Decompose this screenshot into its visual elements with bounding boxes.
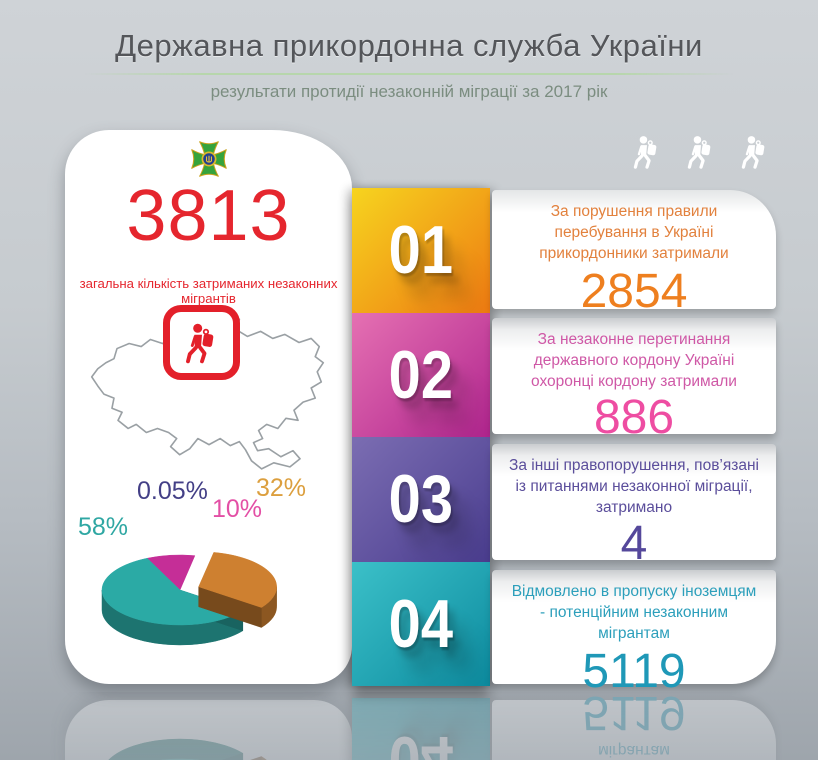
pie-label-58: 58% [78, 513, 129, 541]
migrant-icon [179, 320, 225, 366]
migrant-icon [682, 128, 720, 176]
strip-block-03: 03 [352, 437, 490, 562]
stat-text: За інші правопорушення, пов’язані із пит… [509, 457, 759, 516]
infographic-scene: Державна прикордонна служба України резу… [65, 28, 780, 697]
pie-label-005: 0.05% [137, 477, 208, 505]
border-service-emblem-icon [65, 136, 352, 187]
migrant-marker-badge [163, 305, 240, 380]
stat-card-02: За незаконне перетинання державного корд… [492, 318, 776, 443]
stat-text: За порушення правили перебування в Украї… [539, 203, 729, 262]
strip-number: 04 [388, 585, 454, 662]
migrant-group-icons [628, 128, 780, 176]
strip-block-04: 04 [352, 561, 490, 686]
strip-number: 01 [388, 212, 454, 289]
summary-card: 3813 загальна кількість затриманих незак… [65, 130, 352, 684]
stat-card-04: Відмовлено в пропуску іноземцям - потенц… [492, 570, 776, 697]
number-strip: 01 02 03 04 [352, 188, 490, 686]
stat-text: Відмовлено в пропуску іноземцям - потенц… [511, 583, 757, 642]
strip-number: 02 [388, 336, 454, 413]
strip-block-01: 01 [352, 188, 490, 313]
strip-number: 03 [388, 461, 454, 538]
pie-chart [80, 530, 330, 670]
stat-value: 5119 [582, 644, 686, 698]
page-subtitle: результати протидії незаконній міграції … [210, 82, 608, 101]
pie-label-10: 10% [212, 495, 263, 523]
page-title: Державна прикордонна служба України [115, 28, 703, 63]
stat-card-03: За інші правопорушення, пов’язані із пит… [492, 444, 776, 569]
pie-label-32: 32% [256, 474, 307, 502]
stat-value: 4 [620, 516, 648, 570]
migrant-icon [628, 128, 666, 176]
strip-block-02: 02 [352, 312, 490, 437]
stat-text: За незаконне перетинання державного корд… [531, 331, 737, 390]
stat-value: 2854 [580, 264, 688, 318]
total-detained-caption: загальна кількість затриманих незаконних… [79, 276, 338, 306]
total-detained-value: 3813 [126, 176, 291, 256]
migrant-icon [736, 128, 774, 176]
stat-value: 886 [593, 390, 675, 444]
title-divider [85, 73, 733, 75]
stat-card-01: За порушення правили перебування в Украї… [492, 190, 776, 317]
